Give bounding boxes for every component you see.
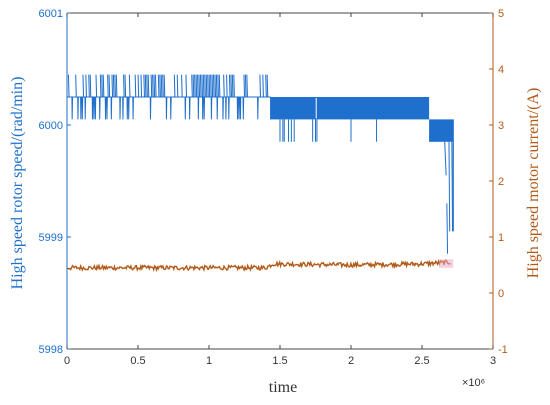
left-y-tick-label: 6001 (39, 8, 63, 20)
rotor-speed-band-phase2 (270, 97, 430, 120)
right-y-tick-label: 0 (498, 288, 504, 300)
right-y-axis-label: High speed motor current/(A) (525, 88, 542, 279)
right-y-tick-label: 5 (498, 8, 504, 20)
motor-current-line (67, 259, 451, 273)
plot-content (67, 74, 454, 273)
x-tick-label: 0 (64, 355, 70, 367)
rotor-speed-band-phase3 (429, 119, 454, 142)
x-tick-label: 2 (348, 355, 354, 367)
axes: 0 0.5 1 1.5 2 2.5 3 5998 5999 6000 6001 -1 0 1 2 3 4 5 (39, 8, 508, 367)
left-y-tick-label: 5999 (39, 232, 63, 244)
rotor-speed-line-phase1 (67, 74, 271, 120)
x-tick-label: 1.5 (272, 355, 287, 367)
left-y-axis-label: High speed rotor speed/(rad/min) (9, 77, 26, 290)
rotor-speed-dips-phase2 (279, 119, 378, 142)
right-y-tick-label: 3 (498, 120, 504, 132)
x-tick-label: 2.5 (414, 355, 429, 367)
x-tick-label: 1 (206, 355, 212, 367)
left-y-tick-label: 5998 (39, 344, 63, 356)
right-y-tick-label: 4 (498, 64, 504, 76)
right-y-tick-label: 1 (498, 232, 504, 244)
motor-current-highlight (439, 259, 454, 268)
x-tick-label: 3 (490, 355, 496, 367)
rotor-speed-tail (430, 119, 454, 254)
x-axis-label: time (269, 379, 297, 396)
left-y-tick-label: 6000 (39, 120, 63, 132)
x-tick-label: 0.5 (130, 355, 145, 367)
x-axis-exponent: ×10⁶ (462, 377, 485, 389)
right-y-tick-label: 2 (498, 176, 504, 188)
right-y-tick-label: -1 (498, 344, 508, 356)
